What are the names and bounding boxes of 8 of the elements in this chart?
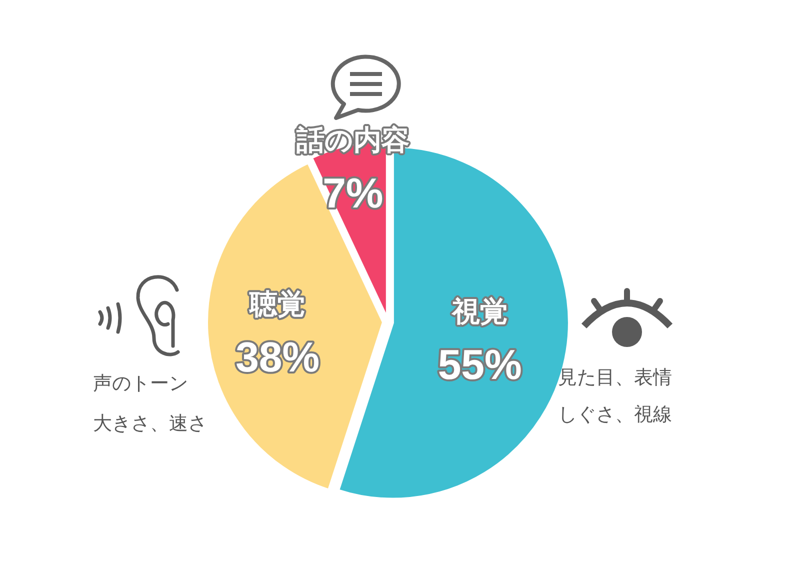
text: 見た目、表情: [558, 368, 672, 388]
text: 大きさ、速さ: [93, 414, 207, 434]
data-label: 38%: [236, 333, 320, 380]
slice-label: 聴覚: [248, 288, 306, 320]
text: しぐさ、視線: [558, 404, 672, 426]
slice-label: 視覚: [450, 296, 508, 328]
data-label: 55%: [438, 341, 522, 388]
text: 声のトーン: [93, 374, 188, 394]
